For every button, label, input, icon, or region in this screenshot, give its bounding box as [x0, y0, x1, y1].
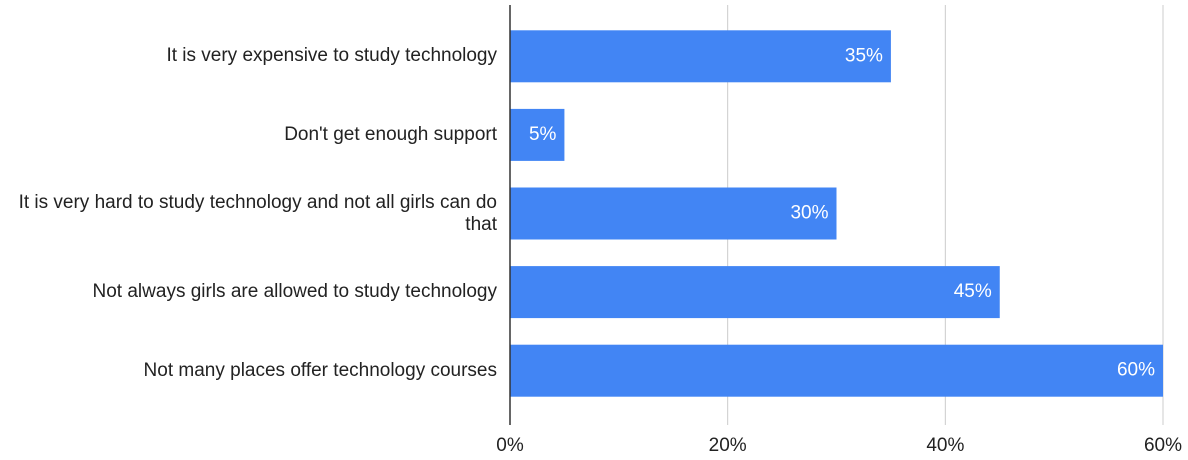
- category-label: It is very expensive to study technology: [166, 45, 497, 67]
- value-label: 60%: [1117, 360, 1155, 381]
- category-label: Not always girls are allowed to study te…: [92, 281, 497, 303]
- category-label: Don't get enough support: [284, 123, 497, 145]
- bar: [510, 108, 565, 161]
- x-tick-label: 0%: [496, 435, 524, 456]
- bar: [510, 187, 837, 240]
- bar: [510, 30, 891, 83]
- category-label: Not many places offer technology courses: [143, 359, 497, 381]
- category-label: It is very hard to study technology and …: [18, 191, 497, 235]
- x-tick-label: 20%: [709, 435, 747, 456]
- x-tick-label: 60%: [1144, 435, 1182, 456]
- bar: [510, 344, 1163, 397]
- value-label: 30%: [790, 203, 828, 224]
- bar: [510, 266, 1000, 319]
- value-label: 5%: [529, 124, 557, 145]
- value-label: 45%: [954, 281, 992, 302]
- x-tick-label: 40%: [926, 435, 964, 456]
- value-label: 35%: [845, 45, 883, 66]
